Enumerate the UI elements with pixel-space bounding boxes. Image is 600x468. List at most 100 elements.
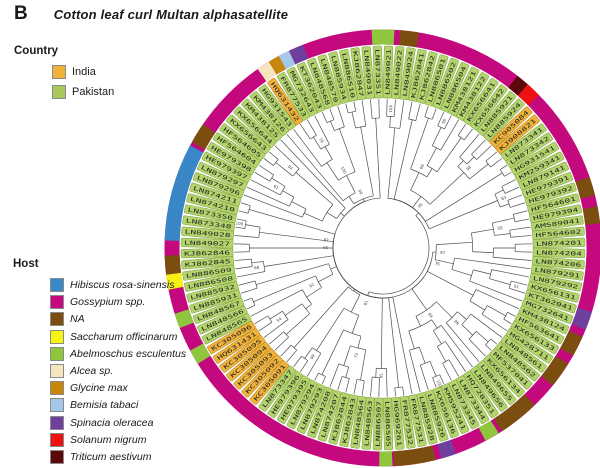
svg-text:95: 95 <box>379 373 384 379</box>
svg-text:66: 66 <box>418 163 425 170</box>
svg-text:58: 58 <box>497 225 503 231</box>
host-ring-segment <box>190 343 211 364</box>
legend-color-swatch <box>50 312 64 327</box>
bootstrap-value: 76 <box>434 260 441 266</box>
host-legend-item: Abelmoschus esculentus <box>50 346 187 361</box>
legend-color-swatch <box>50 432 64 447</box>
svg-text:LN848563: LN848563 <box>364 400 374 446</box>
bootstrap-value: 45 <box>417 201 424 208</box>
bootstrap-value: 98 <box>465 164 472 171</box>
host-ring-segment <box>191 124 216 150</box>
svg-text:KJ862845: KJ862845 <box>185 259 231 269</box>
legend-color-swatch <box>50 295 64 310</box>
svg-text:81: 81 <box>363 299 369 306</box>
legend-color-swatch <box>50 449 64 464</box>
bootstrap-value: 99 <box>357 189 364 196</box>
bootstrap-values: 100 99 66 98 45 83 58 91 97 76 88 100 64 95 72 99 81 54 92… <box>235 104 520 388</box>
bootstrap-value: 83 <box>500 194 507 201</box>
host-ring-segment <box>571 307 592 330</box>
host-ring-segment <box>575 176 596 199</box>
legend-item-label: Saccharum officinarum <box>70 330 178 343</box>
leaf-label: LN873351 <box>372 45 384 99</box>
legend-color-swatch <box>50 346 64 361</box>
host-ring-segment <box>164 145 204 242</box>
bootstrap-value: 94 <box>287 164 294 171</box>
legend-item-label: Glycine max <box>70 382 128 395</box>
host-legend-items: Hibiscus rosa-sinensis Gossypium spp. NA Sa… <box>13 278 186 464</box>
host-ring-segment <box>288 44 309 65</box>
host-legend-item: Spinacia oleracea <box>50 415 186 430</box>
svg-text:100: 100 <box>235 220 244 226</box>
tree-branches <box>234 99 532 397</box>
leaf-label: LN849022 <box>391 46 405 100</box>
bootstrap-value: 87 <box>323 237 329 243</box>
leaf-label: HG969261 <box>391 396 405 450</box>
legend-color-swatch <box>50 415 64 430</box>
leaf-label: LN874206 <box>531 256 585 270</box>
legend-item-label: Abelmoschus esculentus <box>70 347 187 360</box>
svg-text:LN849028: LN849028 <box>184 229 231 239</box>
leaf-label: KJ862846 <box>180 247 234 259</box>
legend-item-label: NA <box>70 313 85 326</box>
legend-item-label: Spinacia oleracea <box>70 416 154 429</box>
svg-text:99: 99 <box>309 353 316 360</box>
host-ring <box>164 29 600 467</box>
legend-color-swatch <box>50 381 64 396</box>
svg-text:LN874204: LN874204 <box>536 250 583 257</box>
host-ring-segment <box>257 61 277 82</box>
svg-text:HG969261: HG969261 <box>392 400 402 446</box>
host-legend-item: Triticum aestivum <box>50 449 186 464</box>
svg-text:88: 88 <box>453 319 460 326</box>
leaf-label: LN848563 <box>361 396 375 450</box>
host-ring-segment <box>174 309 194 329</box>
bootstrap-value: 72 <box>353 352 359 359</box>
host-legend-item: Gossypium spp. <box>50 295 186 310</box>
bootstrap-value: 58 <box>497 225 503 231</box>
host-legend-item: Saccharum officinarum <box>50 329 186 344</box>
svg-text:61: 61 <box>273 183 280 190</box>
svg-text:45: 45 <box>417 201 424 208</box>
host-legend-item: Solanum nigrum <box>50 432 186 447</box>
country-legend-item: Pakistan <box>52 85 114 99</box>
host-legend-item: Bemisia tabaci <box>50 398 186 413</box>
svg-text:LN874201: LN874201 <box>536 240 582 247</box>
legend-item-label: Solanum nigrum <box>70 433 147 446</box>
bootstrap-value: 95 <box>379 373 384 379</box>
svg-text:99: 99 <box>441 118 448 125</box>
svg-text:LN849021: LN849021 <box>385 49 392 95</box>
svg-text:92: 92 <box>308 282 315 289</box>
country-legend-item: India <box>52 65 114 79</box>
legend-item-label: Bemisia tabaci <box>70 399 139 412</box>
svg-text:LN849027: LN849027 <box>184 241 230 248</box>
leaf-label: LN874204 <box>532 247 586 259</box>
host-ring-segment <box>493 394 535 432</box>
svg-text:LN886507: LN886507 <box>376 401 383 447</box>
leaf-label-band: LN849021 LN849022 LN849024KJ862841KJ862842… <box>180 45 586 451</box>
country-legend: Country India Pakistan <box>14 45 114 105</box>
host-ring-segment <box>541 355 569 386</box>
host-ring-segment <box>437 439 456 459</box>
host-legend-item: Hibiscus rosa-sinensis <box>50 278 186 292</box>
svg-text:100: 100 <box>435 379 443 388</box>
svg-text:KJ862846: KJ862846 <box>184 250 230 257</box>
legend-item-label: Triticum aestivum <box>70 450 152 463</box>
bootstrap-value: 99 <box>309 353 316 360</box>
host-legend-item: Glycine max <box>50 381 186 396</box>
svg-text:54: 54 <box>275 316 282 323</box>
svg-text:68: 68 <box>254 265 260 271</box>
svg-text:LN849031: LN849031 <box>362 50 372 96</box>
svg-text:100: 100 <box>340 165 348 174</box>
svg-text:98: 98 <box>465 164 472 171</box>
leaf-label: LN874201 <box>532 237 586 249</box>
bootstrap-value: 100 <box>388 104 393 112</box>
host-ring-segment <box>582 206 600 226</box>
bootstrap-value: 64 <box>427 312 434 319</box>
svg-text:LN849022: LN849022 <box>394 50 404 96</box>
host-legend-item: NA <box>50 312 186 327</box>
svg-text:83: 83 <box>500 194 507 201</box>
leaf-label: LN886507 <box>372 397 384 451</box>
leaf-label: KJ862845 <box>181 256 235 270</box>
figure-title: Cotton leaf curl Multan alphasatellite <box>53 7 289 22</box>
svg-text:91: 91 <box>513 283 520 289</box>
host-ring-segment <box>560 330 583 356</box>
